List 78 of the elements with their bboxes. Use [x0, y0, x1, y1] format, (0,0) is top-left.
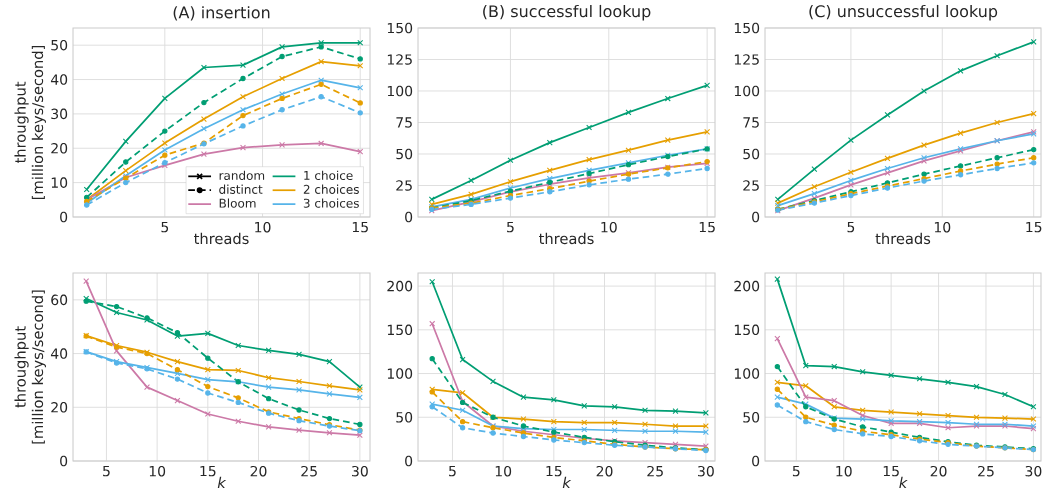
y-tick-label: 100 — [387, 368, 413, 379]
x-tick-label: 20 — [250, 465, 267, 477]
chart-title: (A) insertion — [173, 6, 270, 21]
x-tick-label: 5 — [847, 221, 855, 233]
y-tick-label: 25 — [396, 180, 412, 191]
x-tick-label: 5 — [507, 221, 514, 233]
y-tick-label: 0 — [60, 455, 68, 467]
y-tick-label: 20 — [51, 142, 68, 154]
x-tick-label: 10 — [836, 465, 852, 477]
x-tick-label: 15 — [352, 221, 368, 233]
y-tick-label: 200 — [387, 280, 413, 292]
legend-label: 2 choices — [303, 184, 359, 194]
y-tick-label: 10 — [51, 177, 68, 188]
y-axis-title: throughput [million keys/second] — [14, 45, 46, 199]
x-axis-title: threads — [875, 232, 931, 245]
x-tick-label: 5 — [161, 221, 169, 233]
x-tick-label: 25 — [978, 465, 994, 477]
x-tick-label: 10 — [495, 465, 512, 477]
y-tick-label: 0 — [405, 211, 413, 223]
y-tick-label: 30 — [51, 108, 68, 120]
x-tick-label: 5 — [103, 465, 110, 477]
x-tick-label: 30 — [352, 465, 368, 477]
y-tick-label: 150 — [734, 22, 760, 34]
legend-label: 3 choices — [303, 198, 359, 208]
x-tick-label: 25 — [647, 465, 663, 477]
y-tick-label: 0 — [405, 455, 413, 467]
y-tick-label: 0 — [60, 211, 68, 223]
x-tick-label: 5 — [792, 465, 800, 477]
x-tick-label: 25 — [301, 465, 317, 477]
y-tick-label: 0 — [752, 211, 760, 223]
y-tick-label: 50 — [396, 411, 413, 423]
y-tick-label: 60 — [51, 294, 68, 306]
y-tick-label: 100 — [734, 85, 760, 97]
x-tick-label: 20 — [930, 465, 947, 477]
x-axis-title: k — [217, 476, 227, 488]
x-axis-title: threads — [194, 232, 249, 245]
y-tick-label: 100 — [387, 85, 413, 97]
y-tick-label: 125 — [734, 54, 759, 65]
legend-label: Bloom — [219, 198, 256, 208]
x-axis-title: k — [562, 476, 572, 488]
chart-title: (C) unsuccessful lookup — [809, 4, 998, 21]
x-tick-label: 15 — [883, 465, 899, 477]
y-tick-label: 150 — [734, 324, 760, 336]
x-tick-label: 30 — [698, 465, 714, 477]
x-tick-label: 5 — [449, 465, 456, 477]
y-tick-label: 125 — [387, 54, 412, 65]
legend-label: 1 choice — [304, 170, 353, 181]
x-tick-label: 10 — [601, 221, 617, 233]
y-tick-label: 150 — [387, 22, 413, 34]
y-tick-label: 50 — [743, 411, 760, 423]
x-tick-label: 15 — [1026, 221, 1042, 233]
y-axis-title: throughput [million keys/second] — [14, 290, 46, 444]
legend-label: random — [219, 170, 265, 181]
y-tick-label: 200 — [734, 280, 760, 292]
x-tick-label: 10 — [255, 221, 271, 233]
x-axis-title: threads — [539, 232, 594, 245]
y-tick-label: 75 — [743, 117, 759, 128]
x-tick-label: 30 — [1025, 465, 1042, 477]
x-tick-label: 10 — [934, 221, 951, 233]
y-tick-label: 50 — [743, 148, 760, 160]
x-tick-label: 10 — [149, 465, 166, 477]
y-tick-label: 20 — [51, 401, 68, 413]
y-tick-label: 100 — [734, 368, 760, 379]
y-tick-label: 0 — [752, 455, 760, 467]
y-tick-label: 40 — [50, 348, 68, 359]
y-tick-label: 40 — [50, 74, 68, 85]
x-tick-label: 15 — [699, 221, 715, 233]
y-tick-label: 50 — [51, 39, 68, 51]
x-tick-label: 15 — [546, 465, 562, 477]
x-tick-label: 20 — [596, 465, 613, 477]
y-tick-label: 75 — [396, 117, 412, 128]
x-axis-title: k — [899, 476, 908, 488]
x-tick-label: 15 — [200, 465, 216, 477]
legend-label: distinct — [219, 184, 263, 194]
chart-title: (B) successful lookup — [483, 4, 651, 21]
y-tick-label: 50 — [396, 148, 413, 160]
y-tick-label: 25 — [743, 180, 759, 191]
y-tick-label: 150 — [387, 324, 413, 336]
